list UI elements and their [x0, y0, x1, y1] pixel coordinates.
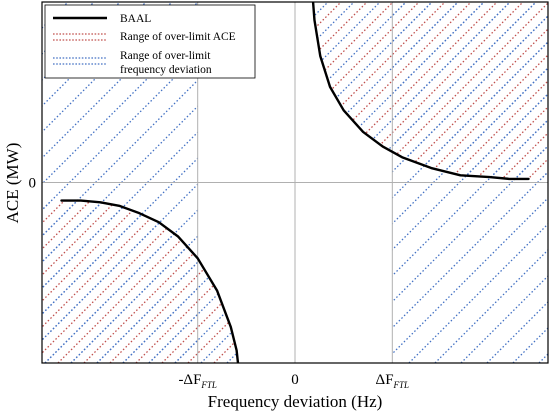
- series-baal-upper-right: [311, 2, 530, 181]
- hatch-ace-lower-left-line: [42, 200, 239, 363]
- legend-label-freq-line1: Range of over-limit: [120, 50, 211, 62]
- hatch-ace-lower-left-line: [42, 200, 239, 363]
- hatch-ace-lower-left-line: [42, 200, 239, 363]
- hatch-ace-lower-left-2-line: [42, 200, 239, 363]
- plot-frame: [41, 1, 549, 364]
- legend-label-ace: Range of over-limit ACE: [120, 31, 236, 43]
- hatch-ace-lower-left-2-line: [42, 200, 239, 363]
- hatch-freq-left-line: [44, 209, 198, 363]
- y-axis-title: ACE (MW): [3, 143, 22, 224]
- x-tick-label-1: 0: [291, 372, 299, 388]
- hatch-freq-right: [392, 2, 548, 363]
- hatch-freq-right-line: [392, 67, 548, 225]
- x-tick-label-base-0: -ΔF: [178, 372, 201, 388]
- x-tick-label-base-2: ΔF: [376, 372, 394, 388]
- hatch-ace-lower-left-2-line: [42, 200, 239, 363]
- hatch-freq-right-line: [392, 119, 548, 277]
- hatch-freq-right-line: [392, 93, 548, 251]
- y-tick-label-0: 0: [29, 176, 37, 192]
- legend: BAAL Range of over-limit ACE Range of ov…: [44, 4, 256, 79]
- hatch-ace-lower-left-2-line: [42, 200, 239, 363]
- series-baal-lower-left: [60, 199, 240, 363]
- hatch-freq-right-line: [392, 197, 548, 355]
- hatch-ace-lower-left-line: [42, 200, 239, 363]
- hatch-freq-right-line: [392, 171, 548, 329]
- series-layer: [60, 2, 530, 363]
- legend-label-baal: BAAL: [120, 13, 151, 25]
- x-axis-title: Frequency deviation (Hz): [208, 392, 383, 411]
- legend-label-freq-line2: frequency deviation: [120, 64, 212, 76]
- x-tick-label-2: ΔFFTL: [376, 372, 410, 390]
- plot-area: [41, 1, 549, 364]
- hatch-freq-right-line: [392, 145, 548, 303]
- hatch-freq-left-line: [42, 183, 198, 341]
- x-tick-label-base-1: 0: [291, 372, 299, 388]
- x-tick-label-0: -ΔFFTL: [178, 372, 217, 390]
- x-tick-label-sub-0: FTL: [200, 380, 217, 390]
- x-tick-label-sub-2: FTL: [393, 380, 410, 390]
